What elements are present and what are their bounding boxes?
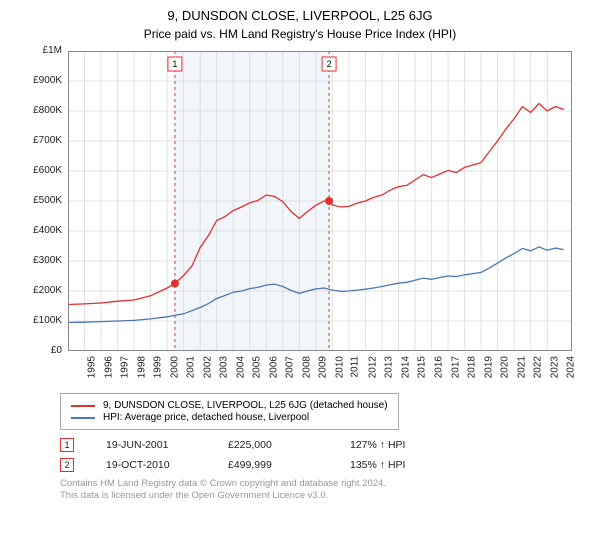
y-axis-tick-label: £800K bbox=[20, 105, 62, 116]
footnote-line: This data is licensed under the Open Gov… bbox=[60, 490, 580, 502]
x-axis-tick-label: 1995 bbox=[86, 356, 97, 378]
sale-date: 19-OCT-2010 bbox=[106, 459, 196, 471]
chart-zone: 12 £0£100K£200K£300K£400K£500K£600K£700K… bbox=[20, 47, 580, 387]
x-axis-tick-label: 1998 bbox=[136, 356, 147, 378]
x-axis-tick-label: 2017 bbox=[450, 356, 461, 378]
figure-container: 9, DUNSDON CLOSE, LIVERPOOL, L25 6JG Pri… bbox=[0, 0, 600, 560]
x-axis-tick-label: 2009 bbox=[318, 356, 329, 378]
x-axis-tick-label: 2013 bbox=[384, 356, 395, 378]
legend-swatch bbox=[71, 405, 95, 407]
legend-label: 9, DUNSDON CLOSE, LIVERPOOL, L25 6JG (de… bbox=[103, 400, 388, 411]
y-axis-tick-label: £0 bbox=[20, 345, 62, 356]
x-axis-tick-label: 2024 bbox=[565, 356, 576, 378]
y-axis-tick-label: £500K bbox=[20, 195, 62, 206]
x-axis-tick-label: 2016 bbox=[433, 356, 444, 378]
footnote: Contains HM Land Registry data © Crown c… bbox=[60, 478, 580, 502]
x-axis-tick-label: 2008 bbox=[301, 356, 312, 378]
sale-marker-box: 2 bbox=[60, 458, 74, 472]
x-axis-tick-label: 2020 bbox=[499, 356, 510, 378]
sale-record-row: 1 19-JUN-2001 £225,000 127% ↑ HPI bbox=[60, 438, 580, 452]
x-axis-tick-label: 2004 bbox=[235, 356, 246, 378]
x-axis-tick-label: 2006 bbox=[268, 356, 279, 378]
x-axis-tick-label: 2019 bbox=[483, 356, 494, 378]
sale-pct: 127% ↑ HPI bbox=[350, 439, 440, 451]
y-axis-tick-label: £400K bbox=[20, 225, 62, 236]
x-axis-tick-label: 1999 bbox=[152, 356, 163, 378]
x-axis-tick-label: 2002 bbox=[202, 356, 213, 378]
chart-title: 9, DUNSDON CLOSE, LIVERPOOL, L25 6JG bbox=[20, 8, 580, 23]
x-axis-tick-label: 2003 bbox=[218, 356, 229, 378]
sale-marker-dot bbox=[171, 280, 179, 288]
legend-swatch bbox=[71, 417, 95, 419]
svg-text:2: 2 bbox=[327, 59, 332, 69]
x-axis-tick-label: 2022 bbox=[532, 356, 543, 378]
x-axis-tick-label: 2021 bbox=[516, 356, 527, 378]
svg-text:1: 1 bbox=[172, 59, 177, 69]
x-axis-tick-label: 2007 bbox=[285, 356, 296, 378]
x-axis-tick-label: 2015 bbox=[417, 356, 428, 378]
y-axis-tick-label: £700K bbox=[20, 135, 62, 146]
x-axis-tick-label: 1997 bbox=[119, 356, 130, 378]
legend-row: 9, DUNSDON CLOSE, LIVERPOOL, L25 6JG (de… bbox=[71, 400, 388, 411]
legend-row: HPI: Average price, detached house, Live… bbox=[71, 412, 388, 423]
x-axis-tick-label: 2012 bbox=[367, 356, 378, 378]
x-axis-tick-label: 2018 bbox=[466, 356, 477, 378]
y-axis-tick-label: £1M bbox=[20, 45, 62, 56]
y-axis-tick-label: £900K bbox=[20, 75, 62, 86]
x-axis-tick-label: 2011 bbox=[350, 356, 361, 378]
sale-pct: 135% ↑ HPI bbox=[350, 459, 440, 471]
x-axis-tick-label: 1996 bbox=[103, 356, 114, 378]
x-axis-tick-label: 2023 bbox=[549, 356, 560, 378]
y-axis-tick-label: £300K bbox=[20, 255, 62, 266]
legend-label: HPI: Average price, detached house, Live… bbox=[103, 412, 309, 423]
x-axis-tick-label: 2000 bbox=[169, 356, 180, 378]
sale-marker-dot bbox=[325, 197, 333, 205]
chart-subtitle: Price paid vs. HM Land Registry's House … bbox=[20, 27, 580, 41]
y-axis-tick-label: £100K bbox=[20, 315, 62, 326]
plot-svg: 12 bbox=[68, 51, 572, 351]
sale-marker-box: 1 bbox=[60, 438, 74, 452]
sale-price: £499,999 bbox=[228, 459, 318, 471]
y-axis-tick-label: £600K bbox=[20, 165, 62, 176]
sale-date: 19-JUN-2001 bbox=[106, 439, 196, 451]
x-axis-tick-label: 2010 bbox=[334, 356, 345, 378]
sale-record-row: 2 19-OCT-2010 £499,999 135% ↑ HPI bbox=[60, 458, 580, 472]
x-axis-tick-label: 2001 bbox=[185, 356, 196, 378]
footnote-line: Contains HM Land Registry data © Crown c… bbox=[60, 478, 580, 490]
sale-price: £225,000 bbox=[228, 439, 318, 451]
legend-box: 9, DUNSDON CLOSE, LIVERPOOL, L25 6JG (de… bbox=[60, 393, 399, 430]
x-axis-tick-label: 2005 bbox=[251, 356, 262, 378]
x-axis-tick-label: 2014 bbox=[400, 356, 411, 378]
y-axis-tick-label: £200K bbox=[20, 285, 62, 296]
